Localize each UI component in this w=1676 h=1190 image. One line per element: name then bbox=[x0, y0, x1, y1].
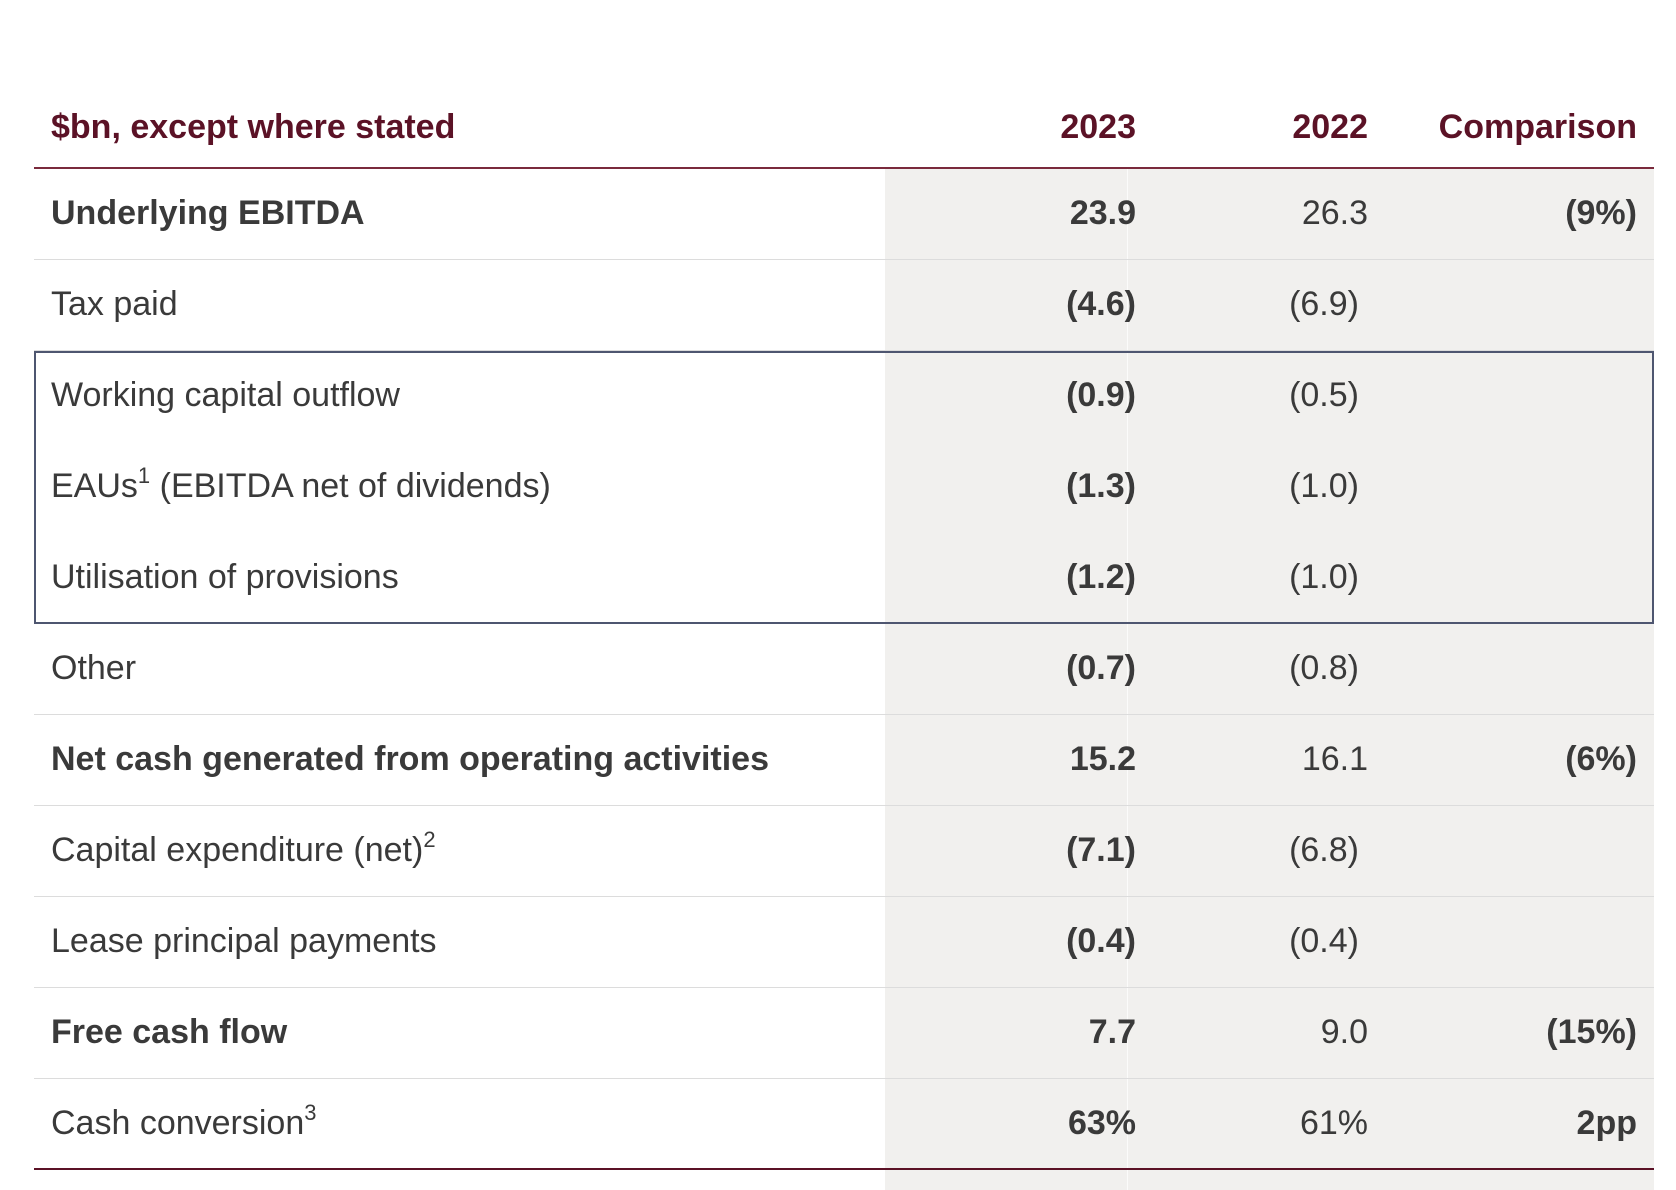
value-2023: (4.6) bbox=[885, 259, 1153, 351]
row-lease-principal-payments: Lease principal payments (0.4) (0.4) bbox=[34, 896, 1654, 988]
row-capital-expenditure: Capital expenditure (net)2 (7.1) (6.8) bbox=[34, 805, 1654, 897]
row-label-main: Capital expenditure (net) bbox=[51, 831, 424, 869]
value-2022: 61% bbox=[1153, 1078, 1402, 1170]
row-working-capital-outflow: Working capital outflow (0.9) (0.5) bbox=[34, 350, 1654, 441]
value-2023: (0.7) bbox=[885, 623, 1153, 715]
row-label-main: EAUs bbox=[51, 467, 138, 505]
value-2022: (1.0) bbox=[1289, 558, 1359, 596]
value-2022: (0.5) bbox=[1289, 376, 1359, 415]
value-2023: (0.9) bbox=[1066, 376, 1136, 415]
row-label: Underlying EBITDA bbox=[34, 168, 885, 260]
value-comparison bbox=[1402, 441, 1654, 532]
header-year-2023: 2023 bbox=[885, 70, 1153, 169]
value-2022: 9.0 bbox=[1153, 987, 1402, 1079]
value-comparison bbox=[1402, 350, 1654, 441]
footnote-ref: 3 bbox=[304, 1099, 317, 1125]
value-2023: 15.2 bbox=[885, 714, 1153, 806]
row-label: Utilisation of provisions bbox=[51, 558, 399, 596]
row-free-cash-flow: Free cash flow 7.7 9.0 (15%) bbox=[34, 987, 1654, 1079]
value-2022: (6.8) bbox=[1153, 805, 1402, 897]
value-comparison: (6%) bbox=[1402, 714, 1654, 806]
header-label: $bn, except where stated bbox=[34, 70, 885, 169]
footnote-ref: 1 bbox=[137, 463, 151, 488]
row-label: Capital expenditure (net)2 bbox=[34, 805, 885, 897]
value-2023: (1.3) bbox=[1066, 467, 1136, 505]
row-label: Tax paid bbox=[34, 259, 885, 351]
value-2022: 16.1 bbox=[1153, 714, 1402, 806]
value-2023: (0.4) bbox=[885, 896, 1153, 988]
row-eaus: EAUs1 (EBITDA net of dividends) (1.3) (1… bbox=[34, 441, 1654, 532]
value-2022: 26.3 bbox=[1153, 168, 1402, 260]
value-2023: (7.1) bbox=[885, 805, 1153, 897]
row-other: Other (0.7) (0.8) bbox=[34, 623, 1654, 715]
cash-flow-table: $bn, except where stated 2023 2022 Compa… bbox=[34, 70, 1654, 1170]
row-label: Cash conversion3 bbox=[34, 1078, 885, 1170]
row-label: EAUs1 (EBITDA net of dividends) bbox=[34, 441, 885, 532]
table-header-row: $bn, except where stated 2023 2022 Compa… bbox=[34, 70, 1654, 169]
value-comparison: (9%) bbox=[1402, 168, 1654, 260]
value-comparison bbox=[1402, 896, 1654, 988]
value-comparison: (15%) bbox=[1402, 987, 1654, 1079]
value-comparison bbox=[1402, 259, 1654, 351]
row-utilisation-of-provisions: Utilisation of provisions (1.2) (1.0) bbox=[34, 532, 1654, 623]
row-label: Lease principal payments bbox=[34, 896, 885, 988]
header-year-2022: 2022 bbox=[1153, 70, 1402, 169]
row-label-main: Cash conversion bbox=[51, 1103, 305, 1142]
row-label-suffix: (EBITDA net of dividends) bbox=[150, 467, 551, 505]
value-2022: (0.8) bbox=[1153, 623, 1402, 715]
value-2023: 7.7 bbox=[885, 987, 1153, 1079]
row-underlying-ebitda: Underlying EBITDA 23.9 26.3 (9%) bbox=[34, 168, 1654, 260]
value-2022: (1.0) bbox=[1289, 467, 1359, 505]
row-label: Net cash generated from operating activi… bbox=[34, 714, 885, 806]
value-2023: 63% bbox=[885, 1078, 1153, 1170]
row-label: Working capital outflow bbox=[51, 376, 400, 415]
value-2022: (0.4) bbox=[1153, 896, 1402, 988]
value-2023: (1.2) bbox=[1066, 558, 1136, 596]
value-comparison: 2pp bbox=[1402, 1078, 1654, 1170]
value-2023: 23.9 bbox=[885, 168, 1153, 260]
footnote-ref: 2 bbox=[423, 827, 436, 852]
cash-flow-table-container: $bn, except where stated 2023 2022 Compa… bbox=[34, 70, 1654, 1190]
row-cash-conversion: Cash conversion3 63% 61% 2pp bbox=[34, 1078, 1654, 1170]
value-2022: (6.9) bbox=[1153, 259, 1402, 351]
row-net-cash-operating: Net cash generated from operating activi… bbox=[34, 714, 1654, 806]
header-comparison: Comparison bbox=[1402, 70, 1654, 169]
value-comparison bbox=[1402, 532, 1654, 623]
row-label: Other bbox=[34, 623, 885, 715]
value-comparison bbox=[1402, 805, 1654, 897]
row-label: Free cash flow bbox=[34, 987, 885, 1079]
row-tax-paid: Tax paid (4.6) (6.9) bbox=[34, 259, 1654, 351]
value-comparison bbox=[1402, 623, 1654, 715]
